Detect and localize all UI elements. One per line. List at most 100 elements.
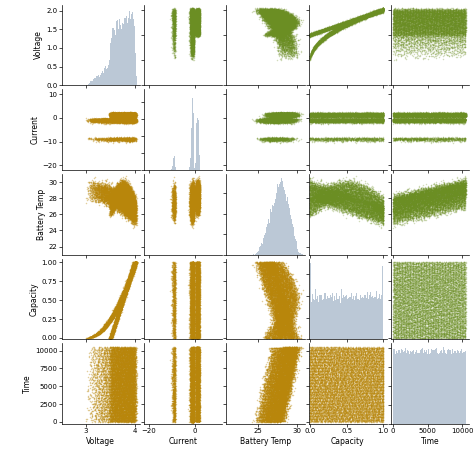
Point [271, 27, 279, 34]
Point [193, 27, 201, 34]
Point [131, 117, 139, 124]
Point [129, 199, 137, 206]
Point [410, 297, 418, 305]
Point [416, 112, 424, 119]
Point [265, 384, 273, 391]
Point [190, 38, 197, 46]
Point [273, 116, 281, 123]
Point [194, 280, 202, 288]
Point [414, 318, 422, 326]
Point [330, 188, 337, 195]
Point [193, 24, 201, 31]
Point [448, 24, 456, 31]
Point [267, 116, 274, 123]
Point [395, 320, 403, 327]
Point [290, 328, 298, 336]
Point [276, 387, 284, 395]
Point [194, 356, 201, 363]
Point [270, 25, 277, 32]
Point [195, 334, 202, 342]
Point [107, 333, 115, 340]
Point [423, 33, 430, 41]
Point [421, 310, 428, 317]
Point [280, 316, 288, 324]
Point [335, 399, 343, 406]
Point [379, 211, 386, 219]
Point [129, 262, 137, 269]
Point [416, 134, 424, 141]
Point [108, 378, 115, 385]
Point [188, 326, 195, 333]
Point [444, 189, 452, 196]
Point [324, 31, 332, 38]
Point [110, 414, 118, 422]
Point [450, 24, 457, 32]
Point [276, 22, 283, 29]
Point [437, 6, 444, 14]
Point [410, 211, 418, 219]
Point [189, 187, 197, 194]
Point [118, 181, 126, 189]
Point [122, 401, 129, 409]
Point [443, 197, 450, 204]
Point [193, 14, 201, 21]
Point [126, 276, 134, 284]
Point [415, 116, 422, 124]
Point [121, 195, 128, 203]
Point [269, 7, 277, 14]
Point [108, 188, 115, 196]
Point [195, 199, 202, 206]
Point [190, 329, 197, 337]
Point [370, 112, 377, 120]
Point [444, 110, 452, 118]
Point [359, 112, 366, 120]
Point [313, 195, 321, 202]
Point [378, 7, 385, 14]
Point [96, 189, 103, 196]
Point [439, 205, 447, 212]
Point [190, 39, 198, 47]
Point [125, 209, 132, 216]
Point [189, 345, 196, 352]
Point [170, 397, 178, 404]
Point [448, 15, 456, 23]
Point [187, 205, 195, 212]
Point [406, 137, 413, 144]
Point [425, 7, 432, 15]
Point [375, 9, 383, 16]
Point [192, 403, 200, 410]
Point [415, 264, 423, 271]
Point [270, 111, 278, 118]
Point [278, 10, 286, 18]
Point [278, 370, 285, 377]
Point [449, 35, 457, 42]
Point [188, 356, 195, 364]
Point [188, 24, 195, 31]
Point [413, 194, 421, 202]
Point [170, 12, 177, 20]
Point [108, 110, 116, 117]
Point [356, 110, 364, 117]
Point [193, 8, 201, 16]
Point [115, 110, 122, 117]
Point [190, 274, 198, 282]
Point [376, 119, 384, 126]
Point [117, 366, 125, 374]
Point [307, 118, 315, 125]
Point [189, 192, 196, 199]
Point [194, 7, 202, 14]
Point [129, 367, 137, 374]
Point [398, 202, 406, 210]
Point [114, 184, 122, 191]
Point [326, 31, 334, 39]
Point [279, 14, 286, 21]
Point [273, 308, 281, 315]
Point [193, 410, 201, 417]
Point [438, 110, 445, 117]
Point [432, 11, 440, 18]
Point [352, 16, 359, 23]
Point [287, 110, 295, 117]
Point [276, 112, 283, 119]
Point [280, 375, 288, 383]
Point [379, 116, 386, 123]
